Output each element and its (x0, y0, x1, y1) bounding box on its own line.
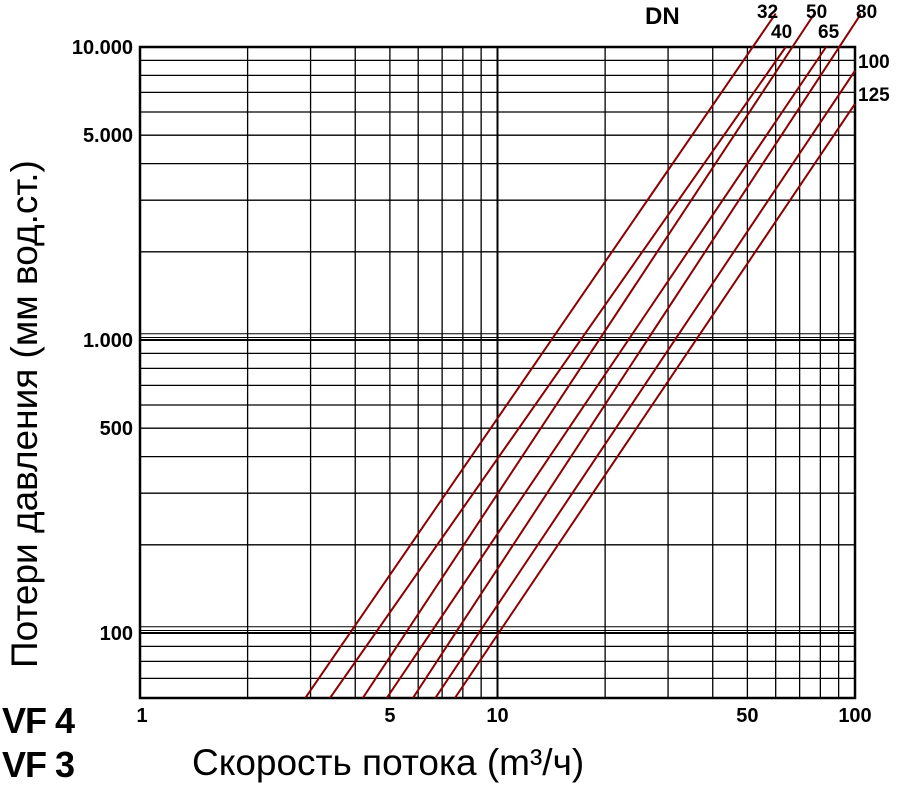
series-label-dn80: 80 (856, 2, 877, 23)
y-tick-label: 100 (100, 623, 133, 645)
x-tick-label: 100 (838, 705, 871, 727)
series-header-dn: DN (645, 3, 680, 30)
x-tick-label: 10 (486, 705, 508, 727)
y-tick-label: 5.000 (83, 125, 133, 147)
y-tick-label: 1.000 (83, 330, 133, 352)
series-line-dn40 (329, 46, 787, 698)
series-line-dn80 (412, 13, 861, 698)
series-label-dn125: 125 (858, 85, 890, 106)
series-label-dn65: 65 (818, 22, 840, 43)
y-tick-label: 500 (100, 418, 133, 440)
series-label-dn50: 50 (806, 2, 827, 23)
x-axis-title: Скорость потока (m³/ч) (192, 742, 585, 783)
series-line-dn125 (454, 103, 856, 698)
series-group (304, 13, 861, 698)
model-label-vf4: VF 4 (2, 700, 75, 741)
x-tick-label: 1 (136, 705, 147, 727)
series-line-dn32 (304, 13, 777, 698)
y-axis-title: Потери давления (мм вод.ст.) (4, 160, 45, 668)
model-label-vf3: VF 3 (2, 744, 75, 785)
series-line-dn50 (361, 13, 816, 698)
plot-border (138, 45, 857, 700)
series-line-dn65 (385, 46, 827, 698)
series-label-dn100: 100 (858, 52, 890, 73)
series-label-dn40: 40 (771, 22, 792, 43)
x-tick-label: 5 (384, 705, 395, 727)
y-tick-label: 10.000 (72, 37, 133, 59)
grid (139, 46, 856, 699)
series-label-dn32: 32 (757, 2, 778, 23)
plot-frame (138, 45, 857, 700)
series-line-dn100 (434, 70, 856, 698)
series-lines (304, 13, 861, 698)
x-tick-label: 50 (736, 705, 758, 727)
